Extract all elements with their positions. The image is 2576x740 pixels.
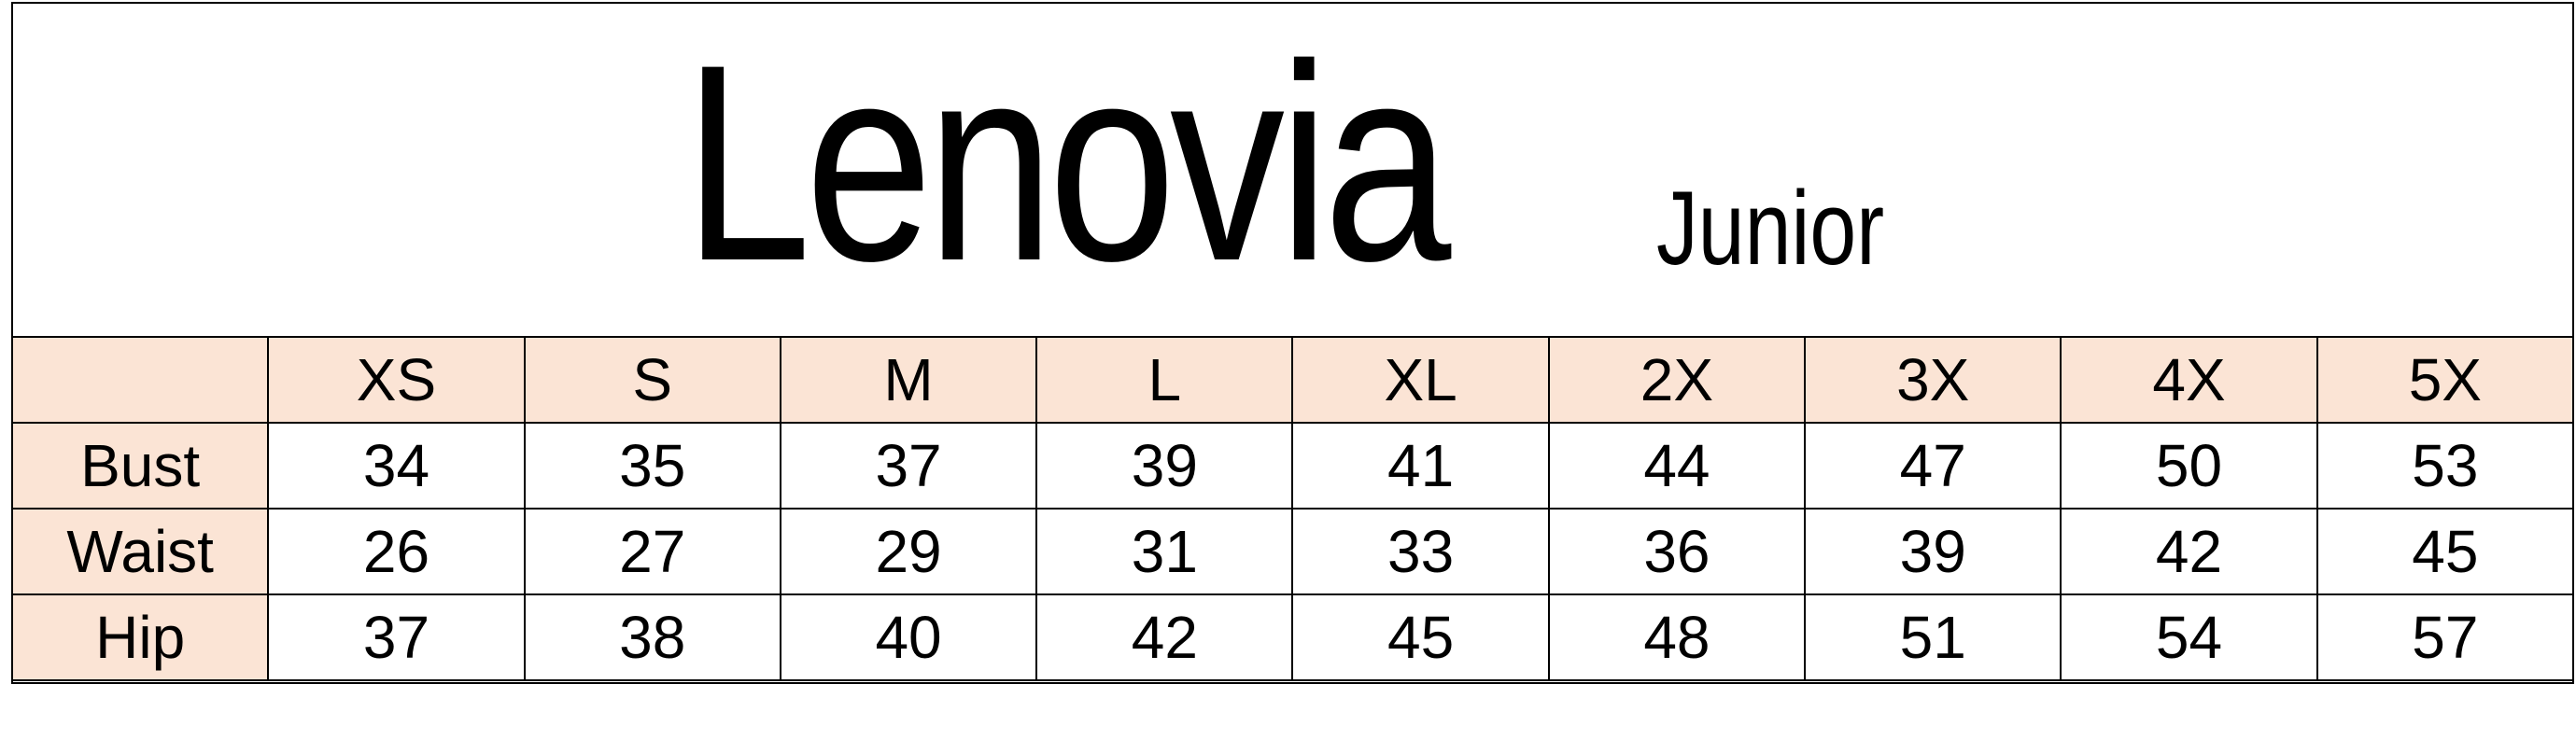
measurement-cell: 51 <box>1804 593 2062 681</box>
measurement-cell: 40 <box>779 593 1038 681</box>
table-row: Hip 37 38 40 42 45 48 51 54 57 <box>10 593 2575 681</box>
size-header: XS <box>267 336 526 424</box>
size-chart: Lenovia Junior XS S M L XL 2X 3X 4X 5X Bust 34 35 37… <box>10 2 2575 684</box>
brand-subtitle: Junior <box>1656 170 1885 286</box>
measurement-cell: 39 <box>1804 508 2062 595</box>
measurement-cell: 48 <box>1547 593 1807 681</box>
measurement-cell: 42 <box>1035 593 1294 681</box>
measurement-cell: 31 <box>1035 508 1294 595</box>
measurement-cell: 27 <box>523 508 781 595</box>
size-header: 2X <box>1547 336 1807 424</box>
header-row: XS S M L XL 2X 3X 4X 5X <box>10 336 2575 424</box>
measurement-cell: 42 <box>2060 508 2318 595</box>
measurement-cell: 54 <box>2060 593 2318 681</box>
size-header: 4X <box>2060 336 2318 424</box>
size-header: M <box>779 336 1038 424</box>
measurement-cell: 44 <box>1547 422 1807 510</box>
row-label: Waist <box>10 508 270 595</box>
measurement-cell: 39 <box>1035 422 1294 510</box>
table-row: Bust 34 35 37 39 41 44 47 50 53 <box>10 422 2575 510</box>
row-label: Bust <box>10 422 270 510</box>
size-header: L <box>1035 336 1294 424</box>
measurement-cell: 35 <box>523 422 781 510</box>
measurement-cell: 53 <box>2316 422 2575 510</box>
brand-title: Lenovia <box>683 6 1451 319</box>
measurement-cell: 57 <box>2316 593 2575 681</box>
measurement-cell: 45 <box>1291 593 1550 681</box>
title-area: Lenovia Junior <box>13 4 2572 336</box>
measurement-cell: 33 <box>1291 508 1550 595</box>
size-header: XL <box>1291 336 1550 424</box>
measurement-cell: 41 <box>1291 422 1550 510</box>
size-header: 3X <box>1804 336 2062 424</box>
measurement-cell: 38 <box>523 593 781 681</box>
measurement-cell: 37 <box>779 422 1038 510</box>
size-table: XS S M L XL 2X 3X 4X 5X Bust 34 35 37 39 41 44 47 50 53 Wai… <box>10 336 2575 681</box>
measurement-cell: 26 <box>267 508 526 595</box>
table-row: Waist 26 27 29 31 33 36 39 42 45 <box>10 508 2575 595</box>
measurement-cell: 34 <box>267 422 526 510</box>
row-label: Hip <box>10 593 270 681</box>
size-header: S <box>523 336 781 424</box>
measurement-cell: 45 <box>2316 508 2575 595</box>
measurement-cell: 36 <box>1547 508 1807 595</box>
measurement-cell: 50 <box>2060 422 2318 510</box>
measurement-cell: 37 <box>267 593 526 681</box>
measurement-cell: 29 <box>779 508 1038 595</box>
size-header: 5X <box>2316 336 2575 424</box>
measurement-cell: 47 <box>1804 422 2062 510</box>
corner-cell <box>10 336 270 424</box>
